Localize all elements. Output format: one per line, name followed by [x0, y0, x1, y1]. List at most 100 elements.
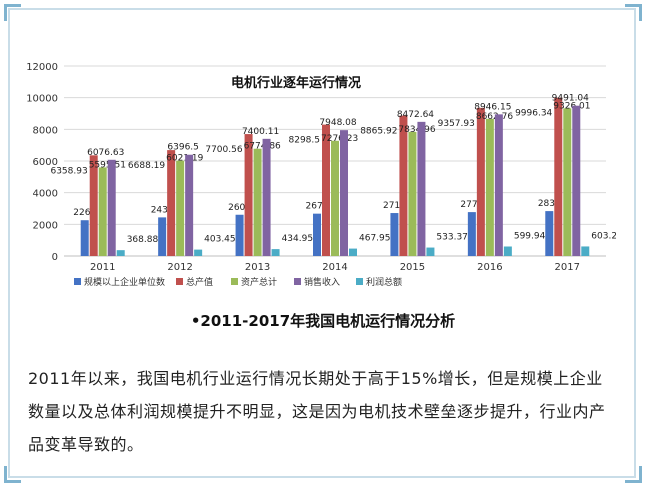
body-paragraph: 2011年以来，我国电机行业运行情况长期处于高于15%增长，但是规模上企业数量以… [28, 369, 606, 454]
x-tick-label: 2016 [477, 262, 502, 273]
bar [503, 246, 512, 256]
bar [572, 105, 581, 257]
data-label: 7834.96 [398, 125, 435, 135]
bar [313, 213, 321, 256]
bar [116, 250, 125, 256]
bar [244, 134, 253, 256]
chart-title: 电机行业逐年运行情况 [231, 75, 361, 91]
y-tick-label: 6000 [33, 157, 58, 168]
data-label: 603.24 [591, 231, 616, 241]
bar [485, 118, 494, 256]
y-tick-label: 8000 [33, 125, 58, 136]
legend-label: 规模以上企业单位数 [84, 276, 165, 288]
bar [235, 214, 244, 256]
bar [158, 217, 167, 256]
legend-label: 总产值 [186, 276, 213, 288]
y-tick-label: 4000 [33, 189, 58, 200]
data-label: 8946.15 [474, 102, 511, 112]
bar [581, 246, 590, 256]
bar [331, 140, 339, 256]
bar [322, 124, 330, 256]
data-label: 6358.93 [50, 166, 87, 176]
data-label: 434.95 [282, 234, 314, 244]
data-label: 2772 [460, 200, 483, 210]
bar [399, 115, 408, 257]
data-label: 599.94 [514, 232, 546, 242]
data-label: 7400.11 [242, 127, 279, 137]
data-label: 7700.56 [205, 145, 242, 155]
x-tick-label: 2013 [245, 262, 270, 273]
data-label: 6396.5 [167, 143, 199, 153]
bar [476, 107, 485, 257]
data-label: 2836 [538, 199, 561, 209]
bar [563, 108, 572, 257]
bar [253, 148, 262, 256]
bar [107, 159, 116, 256]
legend-label: 销售收入 [304, 276, 340, 288]
data-label: 9326.01 [553, 101, 590, 111]
data-label: 6774.86 [244, 142, 281, 152]
bar [167, 150, 176, 256]
bar [417, 121, 426, 256]
y-tick-label: 0 [52, 252, 58, 263]
bar [80, 220, 89, 256]
bar-chart: 0 2000 4000 6000 8000 10000 12000 电机行业逐年运行情况 226… [26, 62, 616, 288]
bar [554, 97, 563, 257]
legend-swatch [176, 278, 183, 285]
y-tick-label: 12000 [26, 62, 58, 73]
data-label: 9357.93 [438, 119, 475, 129]
data-label: 8662.76 [476, 112, 513, 122]
frame-corner-top-right [625, 4, 642, 21]
data-label: 533.37 [436, 233, 468, 243]
data-label: 2260 [73, 208, 96, 218]
data-label: 467.95 [359, 234, 391, 244]
bar [408, 131, 417, 256]
legend-swatch [356, 278, 363, 285]
data-label: 7948.08 [319, 118, 356, 128]
data-label: 6021.19 [166, 154, 203, 164]
data-label: 2674 [306, 202, 329, 212]
legend-swatch [74, 278, 81, 285]
bar [390, 213, 399, 256]
bar [349, 248, 357, 256]
data-label: 6076.63 [87, 148, 124, 158]
x-tick-label: 2014 [322, 262, 347, 273]
bar [467, 212, 476, 256]
bar [176, 160, 185, 256]
bar [340, 130, 348, 256]
bar [194, 249, 203, 256]
data-label: 2713 [383, 201, 406, 211]
legend-swatch [294, 278, 301, 285]
data-label: 8472.64 [397, 110, 434, 120]
x-tick-label: 2011 [90, 262, 115, 273]
frame-corner-bottom-left [4, 466, 21, 483]
x-tick-label: 2012 [167, 262, 192, 273]
bar [89, 155, 98, 256]
bar [262, 138, 271, 256]
data-label: 8865.92 [360, 127, 397, 137]
legend-swatch [231, 278, 238, 285]
y-tick-label: 10000 [26, 94, 58, 105]
bar [271, 249, 280, 256]
data-label: 2605 [228, 203, 251, 213]
legend-label: 利润总额 [366, 276, 402, 288]
data-label: 9996.34 [515, 109, 552, 119]
bar [98, 167, 107, 256]
y-tick-label: 2000 [33, 220, 58, 231]
frame-corner-top-left [4, 4, 21, 21]
bar [545, 211, 554, 256]
bar [185, 154, 194, 256]
bar [426, 247, 435, 256]
x-tick-label: 2015 [400, 262, 425, 273]
data-label: 7276.23 [321, 134, 358, 144]
data-label: 6688.19 [128, 161, 165, 171]
data-label: 9491.04 [552, 94, 589, 104]
data-label: 403.45 [204, 235, 236, 245]
data-label: 8298.5 [289, 136, 321, 146]
card-frame [8, 8, 636, 478]
data-label: 5595.51 [89, 160, 126, 170]
legend-label: 资产总计 [241, 276, 277, 288]
frame-corner-bottom-right [625, 466, 642, 483]
data-label: 368.88 [127, 235, 159, 245]
data-label: 2439 [151, 205, 174, 215]
